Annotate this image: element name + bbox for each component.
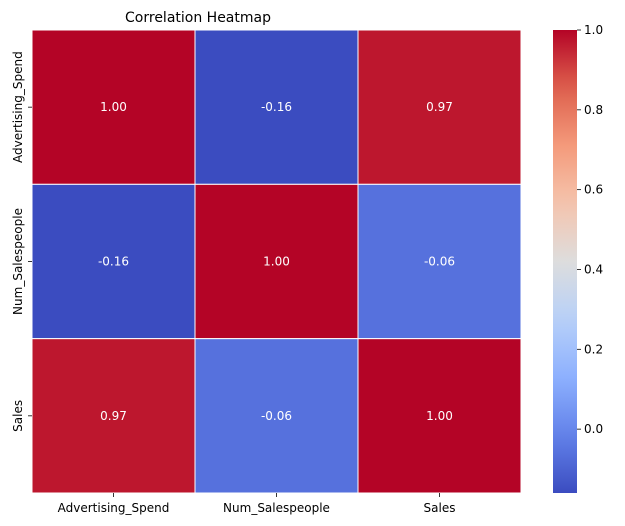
x-tick-label: Advertising_Spend: [58, 501, 170, 515]
cell-value-label: 0.97: [100, 409, 127, 423]
cell-value-label: -0.16: [261, 100, 292, 114]
y-axis: Advertising_Spend Num_Salespeople Sales: [11, 51, 32, 432]
cell-value-label: -0.06: [261, 409, 292, 423]
heatmap-cell: [194, 338, 359, 494]
colorbar: 0.0 0.2 0.4 0.6 0.8 1.0: [553, 23, 603, 493]
cell-value-label: 1.00: [100, 100, 127, 114]
heatmap-cells: [31, 29, 522, 494]
colorbar-tick-label: 0.2: [584, 342, 603, 356]
x-tick-label: Sales: [424, 501, 456, 515]
heatmap-cell: [31, 183, 196, 340]
cell-value-label: -0.06: [424, 255, 455, 269]
y-tick-label: Num_Salespeople: [11, 208, 25, 315]
heatmap-cell: [357, 29, 522, 185]
y-tick-label: Advertising_Spend: [11, 51, 25, 163]
cell-value-label: 0.97: [426, 100, 453, 114]
cell-value-label: 1.00: [263, 255, 290, 269]
x-axis: Advertising_Spend Num_Salespeople Sales: [58, 493, 456, 515]
chart-title: Correlation Heatmap: [125, 10, 271, 26]
heatmap-cell: [31, 338, 196, 494]
colorbar-tick-label: 0.8: [584, 103, 603, 117]
colorbar-tick-label: 0.0: [584, 422, 603, 436]
heatmap-cell: [194, 29, 359, 185]
x-tick-label: Num_Salespeople: [223, 501, 330, 515]
cell-value-label: -0.16: [98, 255, 129, 269]
colorbar-tick-label: 0.4: [584, 262, 603, 276]
y-tick-label: Sales: [11, 400, 25, 432]
heatmap-cell-labels: 1.00 -0.16 0.97 -0.16 1.00 -0.06 0.97 -0.06 1.00: [98, 100, 455, 423]
colorbar-tick-label: 1.0: [584, 23, 603, 37]
colorbar-gradient: [553, 30, 577, 493]
heatmap-cell: [31, 29, 196, 185]
colorbar-tick-label: 0.6: [584, 183, 603, 197]
heatmap-cell: [357, 183, 522, 340]
heatmap-cell: [194, 183, 359, 340]
cell-value-label: 1.00: [426, 409, 453, 423]
